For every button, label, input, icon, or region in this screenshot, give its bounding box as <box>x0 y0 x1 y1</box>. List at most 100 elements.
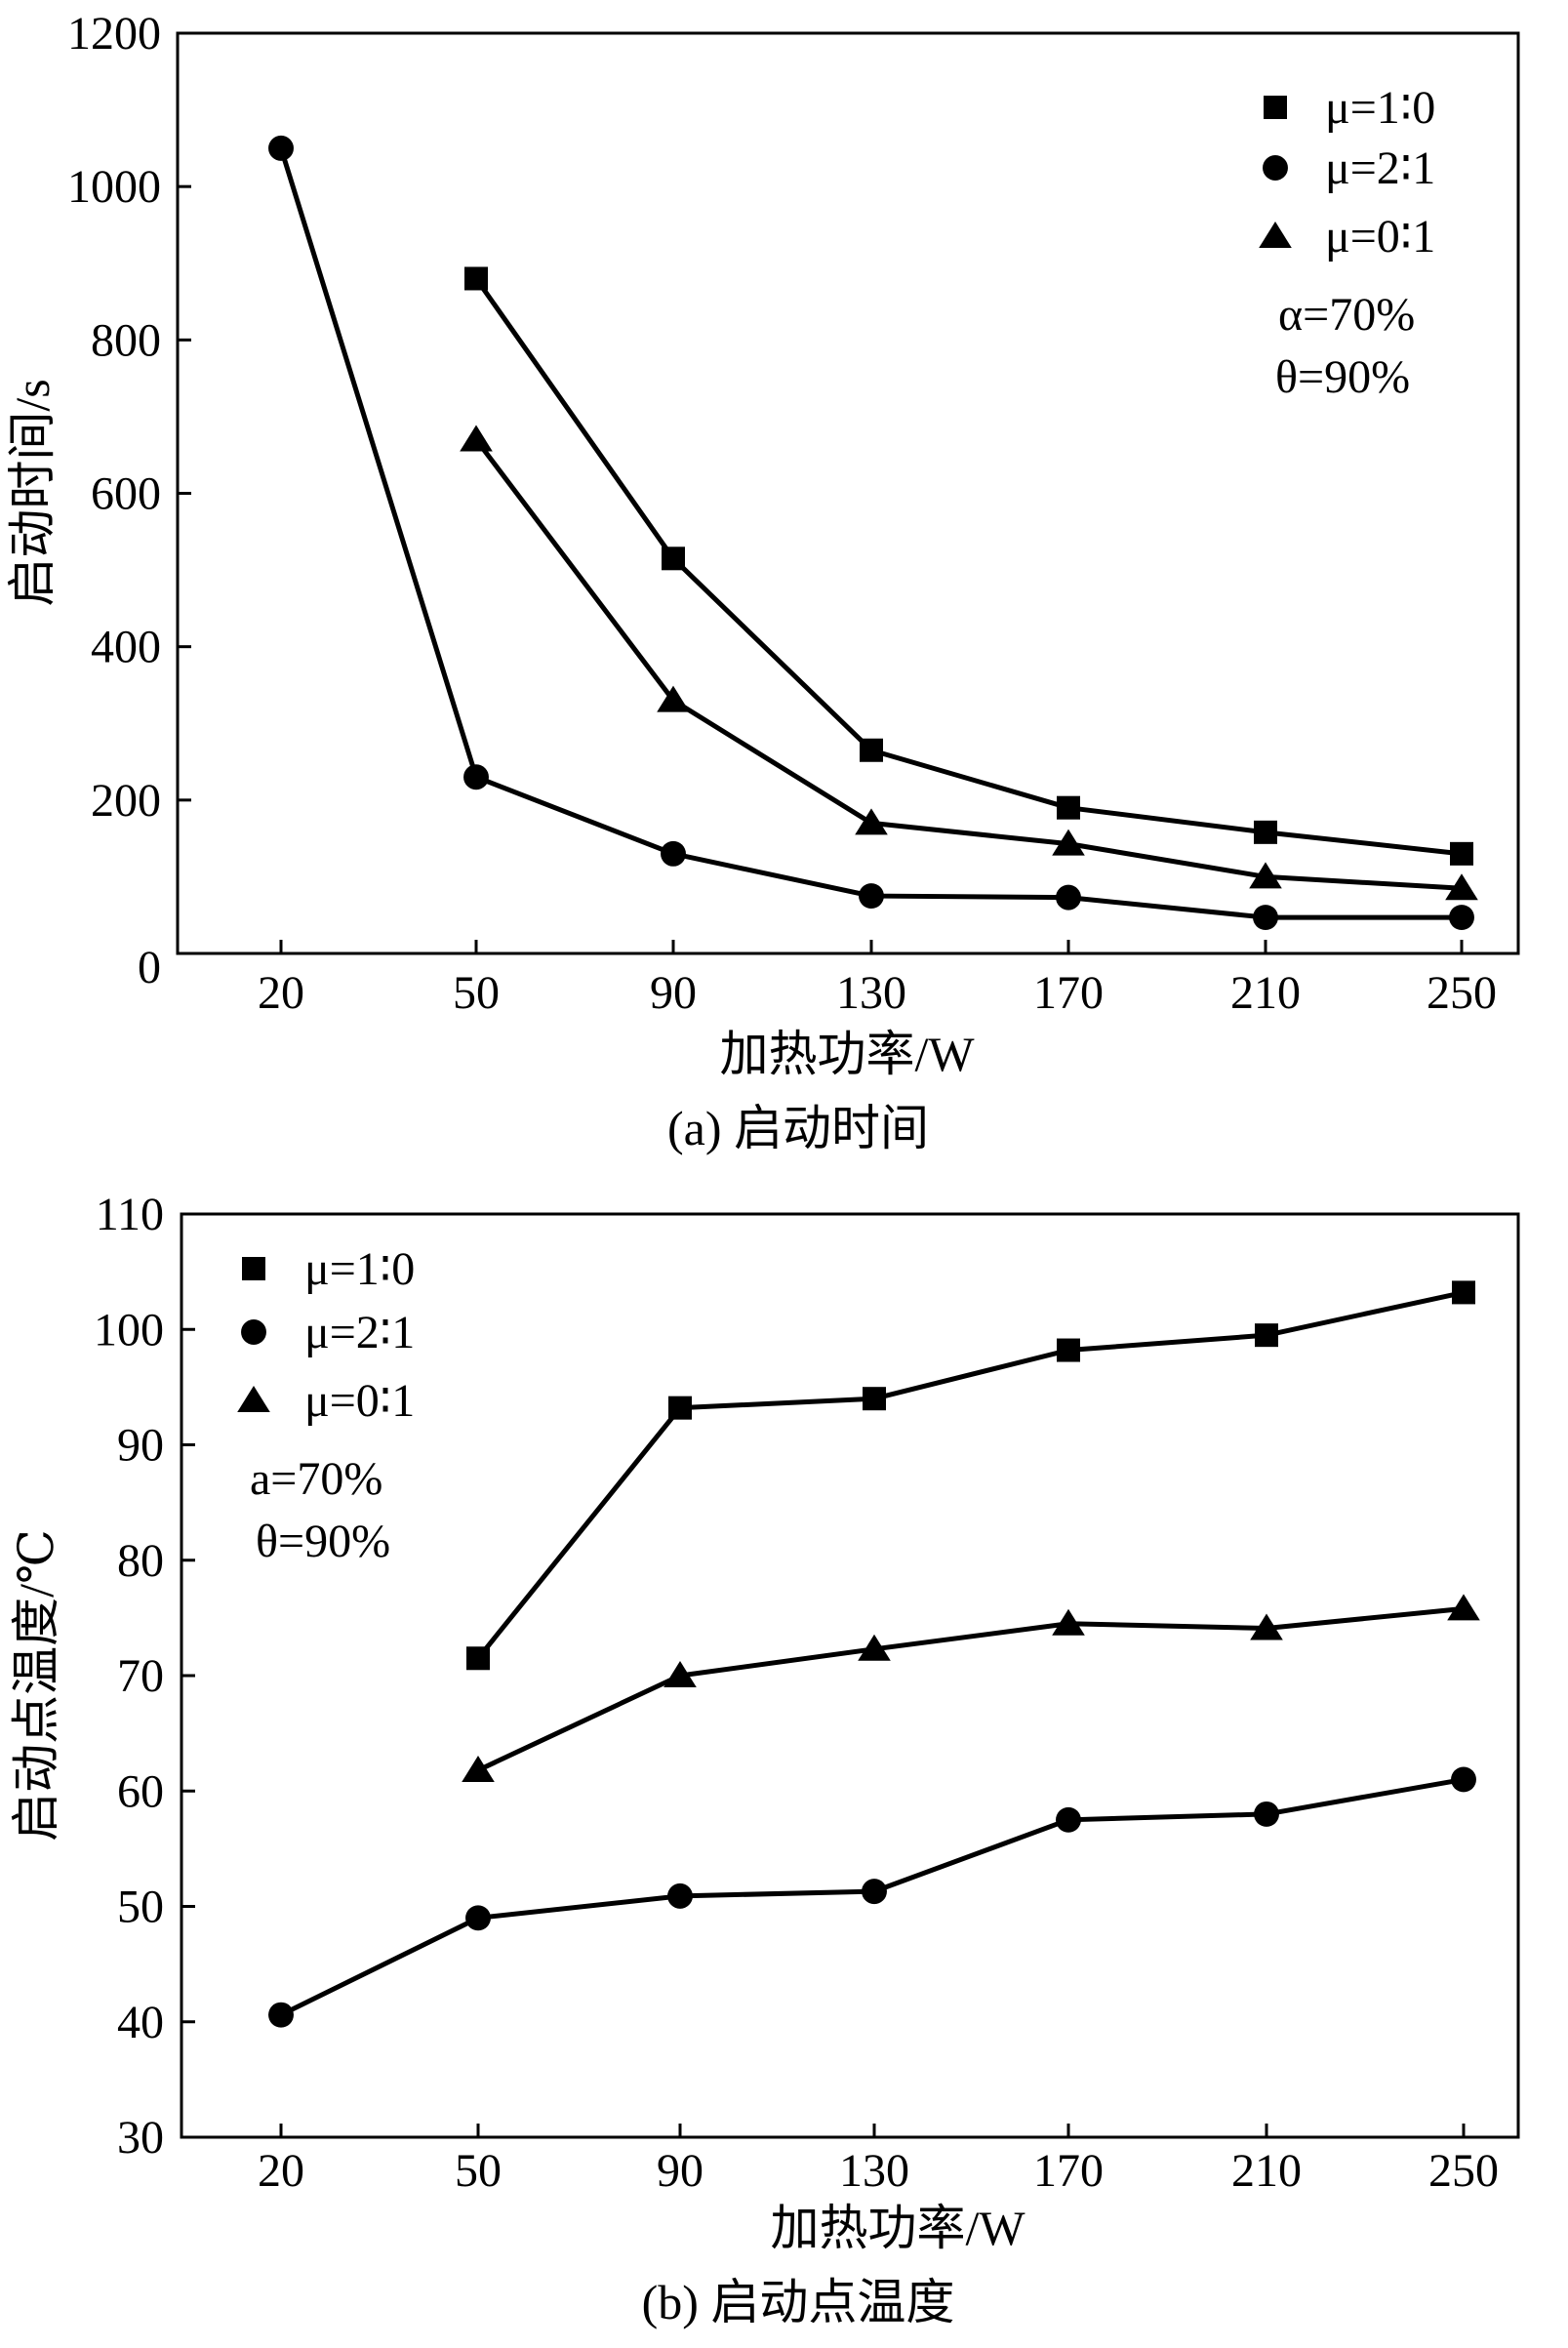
chart-caption: (b) 启动点温度 <box>642 2275 955 2329</box>
legend-label: μ=2∶1 <box>1325 142 1435 194</box>
y-tick-label: 400 <box>91 622 161 673</box>
y-tick-label: 1200 <box>67 8 161 60</box>
x-tick-label: 130 <box>836 967 906 1019</box>
annotation: α=70% <box>1278 289 1415 341</box>
series-triangle <box>462 1594 1480 1782</box>
data-point-triangle <box>858 1634 891 1661</box>
x-tick-label: 210 <box>1231 2145 1302 2197</box>
series-line <box>476 1605 1465 1773</box>
data-point-circle <box>1254 1801 1279 1827</box>
x-tick-label: 20 <box>258 967 304 1019</box>
legend-marker-triangle <box>237 1386 270 1412</box>
series-line <box>476 1289 1465 1660</box>
data-point-circle <box>1056 884 1081 911</box>
data-point-triangle <box>1447 1594 1480 1621</box>
data-point-circle <box>661 840 686 867</box>
y-tick-label: 110 <box>96 1189 164 1240</box>
y-tick-label: 60 <box>117 1765 164 1817</box>
y-tick-label: 200 <box>91 775 161 827</box>
data-point-square <box>1452 1280 1475 1305</box>
data-point-square <box>863 1387 886 1411</box>
y-tick-label: 30 <box>117 2112 164 2164</box>
data-point-triangle <box>462 1755 495 1782</box>
data-point-circle <box>1056 1806 1081 1833</box>
x-tick-label: 20 <box>258 2145 304 2197</box>
series-circle <box>268 1766 1476 2028</box>
data-point-square <box>1057 795 1080 820</box>
y-tick-label: 80 <box>117 1535 164 1587</box>
series-line <box>473 277 1463 857</box>
x-tick-label: 50 <box>455 2145 502 2197</box>
x-tick-label: 170 <box>1033 2145 1104 2197</box>
data-point-circle <box>1449 905 1474 931</box>
data-point-triangle <box>1445 873 1478 901</box>
data-point-square <box>662 547 685 571</box>
annotation: θ=90% <box>1275 351 1410 403</box>
x-tick-label: 90 <box>657 2145 704 2197</box>
x-tick-label: 50 <box>453 967 500 1019</box>
legend-marker-circle <box>1263 155 1288 181</box>
data-point-triangle <box>1249 862 1282 889</box>
plot-frame <box>176 31 1520 955</box>
data-point-square <box>1254 820 1277 844</box>
data-point-square <box>1255 1323 1278 1348</box>
y-tick-label: 40 <box>117 1997 164 2048</box>
series-triangle <box>460 425 1478 901</box>
data-point-square <box>1057 1338 1080 1362</box>
annotation: θ=90% <box>256 1516 390 1567</box>
data-point-circle <box>667 1882 693 1909</box>
series-circle <box>268 135 1474 931</box>
data-point-triangle <box>1250 1613 1283 1640</box>
annotation: a=70% <box>250 1453 382 1505</box>
legend-marker-square <box>1264 96 1287 119</box>
series-line <box>278 147 1462 920</box>
y-tick-label: 100 <box>94 1304 164 1356</box>
series-square <box>464 266 1473 866</box>
y-tick-label: 50 <box>117 1882 164 1933</box>
data-point-circle <box>463 764 489 790</box>
data-point-triangle <box>855 808 888 835</box>
data-point-square <box>466 1646 490 1671</box>
data-point-triangle <box>663 1661 697 1687</box>
x-tick-label: 250 <box>1427 967 1497 1019</box>
x-tick-label: 90 <box>650 967 697 1019</box>
data-point-triangle <box>1052 829 1085 856</box>
legend-marker-square <box>242 1257 265 1280</box>
legend-label: μ=1∶0 <box>304 1243 415 1295</box>
y-tick-label: 600 <box>91 468 161 520</box>
y-tick-label: 70 <box>117 1650 164 1702</box>
x-tick-label: 250 <box>1428 2145 1499 2197</box>
y-tick-label: 1000 <box>67 161 161 213</box>
data-point-circle <box>859 883 884 910</box>
data-point-circle <box>268 135 294 161</box>
data-point-triangle <box>1052 1608 1085 1636</box>
legend-marker-triangle <box>1259 222 1292 248</box>
legend-label: μ=2∶1 <box>304 1307 415 1358</box>
y-axis-title: 启动时间/s <box>5 379 60 606</box>
legend-label: μ=1∶0 <box>1325 82 1435 134</box>
data-point-circle <box>862 1879 887 1905</box>
legend-label: μ=0∶1 <box>304 1375 415 1427</box>
legend: μ=1∶0 μ=2∶1 μ=0∶1 <box>1259 82 1435 263</box>
legend: μ=1∶0 μ=2∶1 μ=0∶1 <box>237 1243 415 1427</box>
x-axis-title: 加热功率/W <box>770 2201 1025 2255</box>
y-tick-label: 800 <box>91 314 161 366</box>
chart-caption: (a) 启动时间 <box>667 1101 929 1155</box>
data-point-circle <box>465 1905 491 1931</box>
chart-panel-b: 30 40 50 60 70 80 90 100 110 20 50 90 130 170 210 250 加热… <box>9 1189 1520 2329</box>
data-point-square <box>1450 841 1473 866</box>
data-point-circle <box>268 2002 294 2028</box>
data-point-square <box>464 266 488 291</box>
x-tick-label: 210 <box>1230 967 1301 1019</box>
y-axis-title: 启动点温度/℃ <box>9 1529 63 1842</box>
data-point-triangle <box>460 425 493 452</box>
x-tick-label: 130 <box>839 2145 909 2197</box>
y-tick-label: 0 <box>138 942 161 993</box>
data-point-circle <box>1451 1766 1476 1793</box>
series-line <box>474 437 1463 891</box>
x-axis-title: 加热功率/W <box>719 1027 975 1081</box>
chart-panel-a: 0 200 400 600 800 1000 1200 20 50 90 130 170 210 250 加… <box>5 8 1520 1155</box>
legend-label: μ=0∶1 <box>1325 211 1435 263</box>
series-square <box>466 1280 1475 1671</box>
